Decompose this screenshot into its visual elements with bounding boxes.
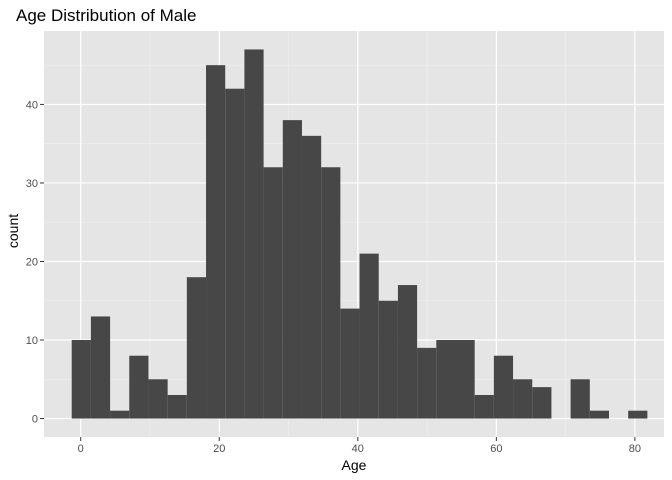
y-tick-label: 10	[26, 335, 38, 347]
histogram-bar	[474, 394, 494, 419]
histogram-bar	[513, 379, 533, 419]
histogram-bar	[110, 410, 130, 419]
histogram-bar	[282, 120, 302, 419]
histogram-bar	[129, 355, 149, 419]
x-tick-label: 20	[213, 443, 225, 455]
histogram-bar	[532, 387, 552, 419]
histogram-bar	[71, 340, 91, 419]
histogram-bar	[436, 340, 456, 419]
histogram-bar	[148, 379, 168, 419]
histogram-bars	[71, 49, 648, 419]
y-tick-label: 40	[26, 99, 38, 111]
histogram-bar	[263, 167, 283, 419]
histogram-bar	[493, 355, 514, 419]
x-axis-title: Age	[342, 457, 367, 473]
y-tick-label: 20	[26, 256, 38, 268]
histogram-bar	[225, 88, 245, 419]
histogram-bar	[570, 379, 590, 419]
histogram-bar	[186, 277, 207, 419]
histogram-bar	[397, 285, 418, 419]
histogram-bar	[417, 347, 437, 419]
y-tick-label: 0	[32, 414, 38, 426]
x-tick-label: 40	[352, 443, 364, 455]
histogram-bar	[167, 394, 187, 419]
histogram-bar	[628, 410, 648, 419]
x-axis: 0 20 40 60 80	[78, 437, 641, 455]
y-axis-title: count	[5, 214, 21, 248]
histogram-bar	[455, 340, 475, 419]
histogram-bar	[206, 65, 226, 419]
histogram-bar	[90, 316, 111, 419]
y-axis: 0 10 20 30 40	[26, 99, 44, 426]
chart-title: Age Distribution of Male	[16, 6, 196, 25]
histogram-bar	[321, 167, 341, 419]
histogram-bar	[340, 308, 360, 419]
histogram-bar	[244, 49, 264, 419]
histogram-bar	[301, 135, 322, 419]
x-tick-label: 60	[490, 443, 502, 455]
histogram-bar	[378, 300, 398, 419]
y-tick-label: 30	[26, 178, 38, 190]
histogram-bar	[589, 410, 609, 419]
histogram-bar	[359, 253, 379, 419]
x-tick-label: 80	[629, 443, 641, 455]
x-tick-label: 0	[78, 443, 84, 455]
